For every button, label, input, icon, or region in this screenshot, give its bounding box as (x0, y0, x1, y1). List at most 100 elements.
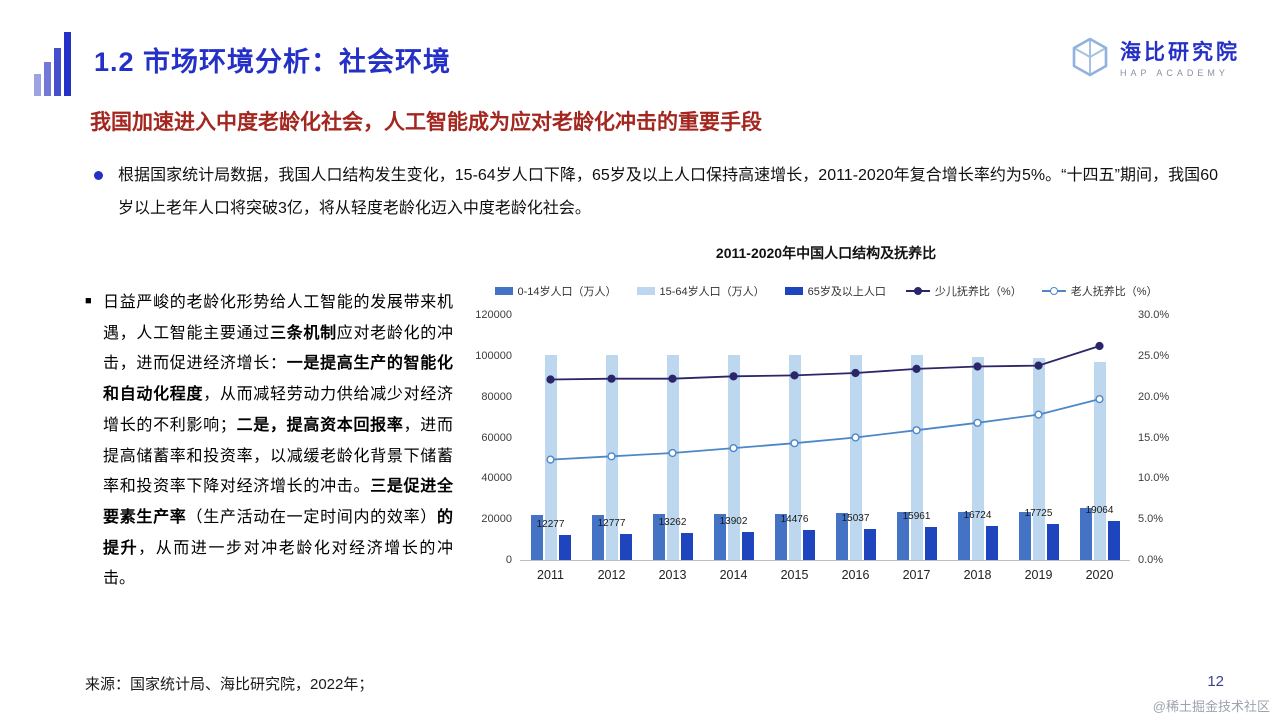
line-marker-icon (607, 374, 616, 383)
right-axis-tick: 10.0% (1138, 472, 1170, 485)
bar-value-label: 15961 (902, 511, 931, 523)
bold-text-run: 二是，提高资本回报率 (235, 416, 404, 434)
logo-text: 海比研究院 HAP ACADEMY (1120, 36, 1240, 78)
left-axis-tick: 20000 (481, 513, 512, 526)
text-run: 日益严峻的老龄化形势给人工智能的发展带来机遇，人工智能主要通过 (103, 294, 453, 342)
bar (971, 357, 984, 560)
bar (910, 355, 923, 560)
line-marker-icon (729, 372, 738, 381)
line-series-layer (546, 341, 1104, 464)
legend-bar-swatch-icon (494, 287, 513, 295)
line-marker-icon (668, 448, 677, 458)
line-series (550, 398, 1100, 461)
line-marker-icon (1095, 394, 1104, 404)
bar (727, 354, 740, 560)
bar-value-label: 19064 (1085, 505, 1114, 517)
bar (666, 354, 679, 560)
right-axis-tick: 5.0% (1138, 513, 1164, 526)
bar (849, 355, 862, 560)
text-run: ，进而提高储蓄率和投资率，以减缓老龄化背景下储蓄率和投资率下降对经济增长的冲击。 (103, 416, 453, 496)
line-marker-icon (546, 375, 555, 384)
bar (788, 355, 801, 560)
line-marker-icon (973, 362, 982, 371)
legend-item: 65岁及以上人口 (784, 283, 886, 299)
x-axis-tick: 2018 (963, 568, 992, 582)
legend-item: 0-14岁人口（万人） (494, 283, 617, 299)
line-marker-icon (851, 433, 860, 442)
legend-item: 老人抚养比（%） (1041, 283, 1157, 299)
line-marker-icon (790, 439, 799, 448)
right-axis-tick: 25.0% (1138, 349, 1170, 362)
population-chart: 2011-2020年中国人口结构及抚养比 0-14岁人口（万人） 15-64岁人口… (468, 243, 1184, 582)
bar-group: 13262 (642, 315, 703, 560)
bar (1018, 512, 1031, 560)
bar (924, 527, 937, 560)
line-marker-icon (729, 444, 738, 453)
x-axis-tick: 2012 (597, 568, 626, 582)
bar-chart-decoration-icon (34, 32, 71, 96)
line-marker-icon (1095, 341, 1104, 351)
left-axis-tick: 80000 (481, 390, 512, 403)
left-axis-tick: 0 (505, 554, 512, 566)
bar-value-label: 12777 (597, 517, 626, 529)
bar (1093, 362, 1106, 560)
legend-bar-swatch-icon (636, 287, 655, 295)
bar-group: 14476 (764, 315, 825, 560)
legend-label: 少儿抚养比（%） (934, 286, 1022, 298)
bar (835, 512, 848, 560)
left-text-block: ■ 日益严峻的老龄化形势给人工智能的发展带来机遇，人工智能主要通过三条机制应对老… (85, 288, 453, 595)
line-marker-icon (546, 455, 555, 464)
section-heading: 我国加速进入中度老龄化社会，人工智能成为应对老龄化冲击的重要手段 (90, 111, 762, 134)
line-marker-icon (668, 374, 677, 383)
page-number: 12 (1207, 673, 1224, 690)
bar (1032, 358, 1045, 560)
chart-title: 2011-2020年中国人口结构及抚养比 (715, 245, 937, 261)
bar-value-label: 13262 (658, 516, 687, 528)
bold-text-run: 三条机制 (269, 324, 337, 342)
bold-text-run: 三是促进全要素生产率 (103, 478, 453, 527)
legend-item: 15-64岁人口（万人） (636, 283, 765, 299)
line-marker-icon (1034, 361, 1043, 370)
bar (957, 511, 970, 560)
bar (530, 514, 543, 560)
bar (619, 533, 632, 560)
legend-bar-swatch-icon (784, 287, 803, 295)
legend-label: 65岁及以上人口 (807, 286, 886, 298)
bar-value-label: 17725 (1024, 507, 1053, 519)
legend-label: 15-64岁人口（万人） (659, 286, 765, 298)
left-axis-tick: 60000 (481, 431, 512, 444)
intro-paragraph: 根据国家统计局数据，我国人口结构发生变化，15-64岁人口下降，65岁及以上人口… (92, 160, 1218, 226)
bold-text-run: 一是提高生产的智能化和自动化程度 (103, 355, 453, 404)
left-axis: 0 20000 40000 60000 80000 100000 120000 (468, 309, 520, 566)
x-axis-tick: 2013 (658, 568, 687, 582)
bar-group: 19064 (1069, 315, 1130, 560)
bar (591, 514, 604, 560)
source-note: 来源：国家统计局、海比研究院，2022年； (85, 676, 374, 693)
bar (985, 525, 998, 560)
text-run: ，从而减轻劳动力供给减少对经济增长的不利影响； (103, 386, 453, 434)
bar (774, 513, 787, 560)
logo-name: 海比研究院 (1120, 41, 1240, 64)
chart-legend: 0-14岁人口（万人） 15-64岁人口（万人） 65岁及以上人口 少儿抚养比（%） 老… (468, 283, 1184, 299)
line-marker-icon (851, 368, 860, 378)
left-axis-tick: 120000 (475, 309, 512, 321)
bar (1079, 508, 1092, 560)
bar-group: 15037 (825, 315, 886, 560)
line-marker-icon (1034, 410, 1043, 419)
bar (558, 534, 571, 560)
bar (652, 514, 665, 560)
legend-label: 0-14岁人口（万人） (517, 286, 617, 298)
right-axis-tick: 30.0% (1138, 309, 1170, 321)
line-marker-icon (790, 371, 799, 380)
text-run: 应对老龄化的冲击，进而促进经济增长： (103, 324, 453, 373)
logo-subtitle: HAP ACADEMY (1120, 68, 1229, 78)
bar-value-label: 12277 (536, 518, 565, 530)
line-marker-icon (973, 418, 982, 427)
x-axis-tick: 2017 (902, 568, 931, 582)
bar-group: 16724 (947, 315, 1008, 560)
text-run: （生产活动在一定时间内的效率） (186, 509, 437, 527)
bar (863, 529, 876, 560)
left-axis-tick: 100000 (475, 349, 512, 362)
bold-text-run: 的提升 (103, 509, 453, 557)
